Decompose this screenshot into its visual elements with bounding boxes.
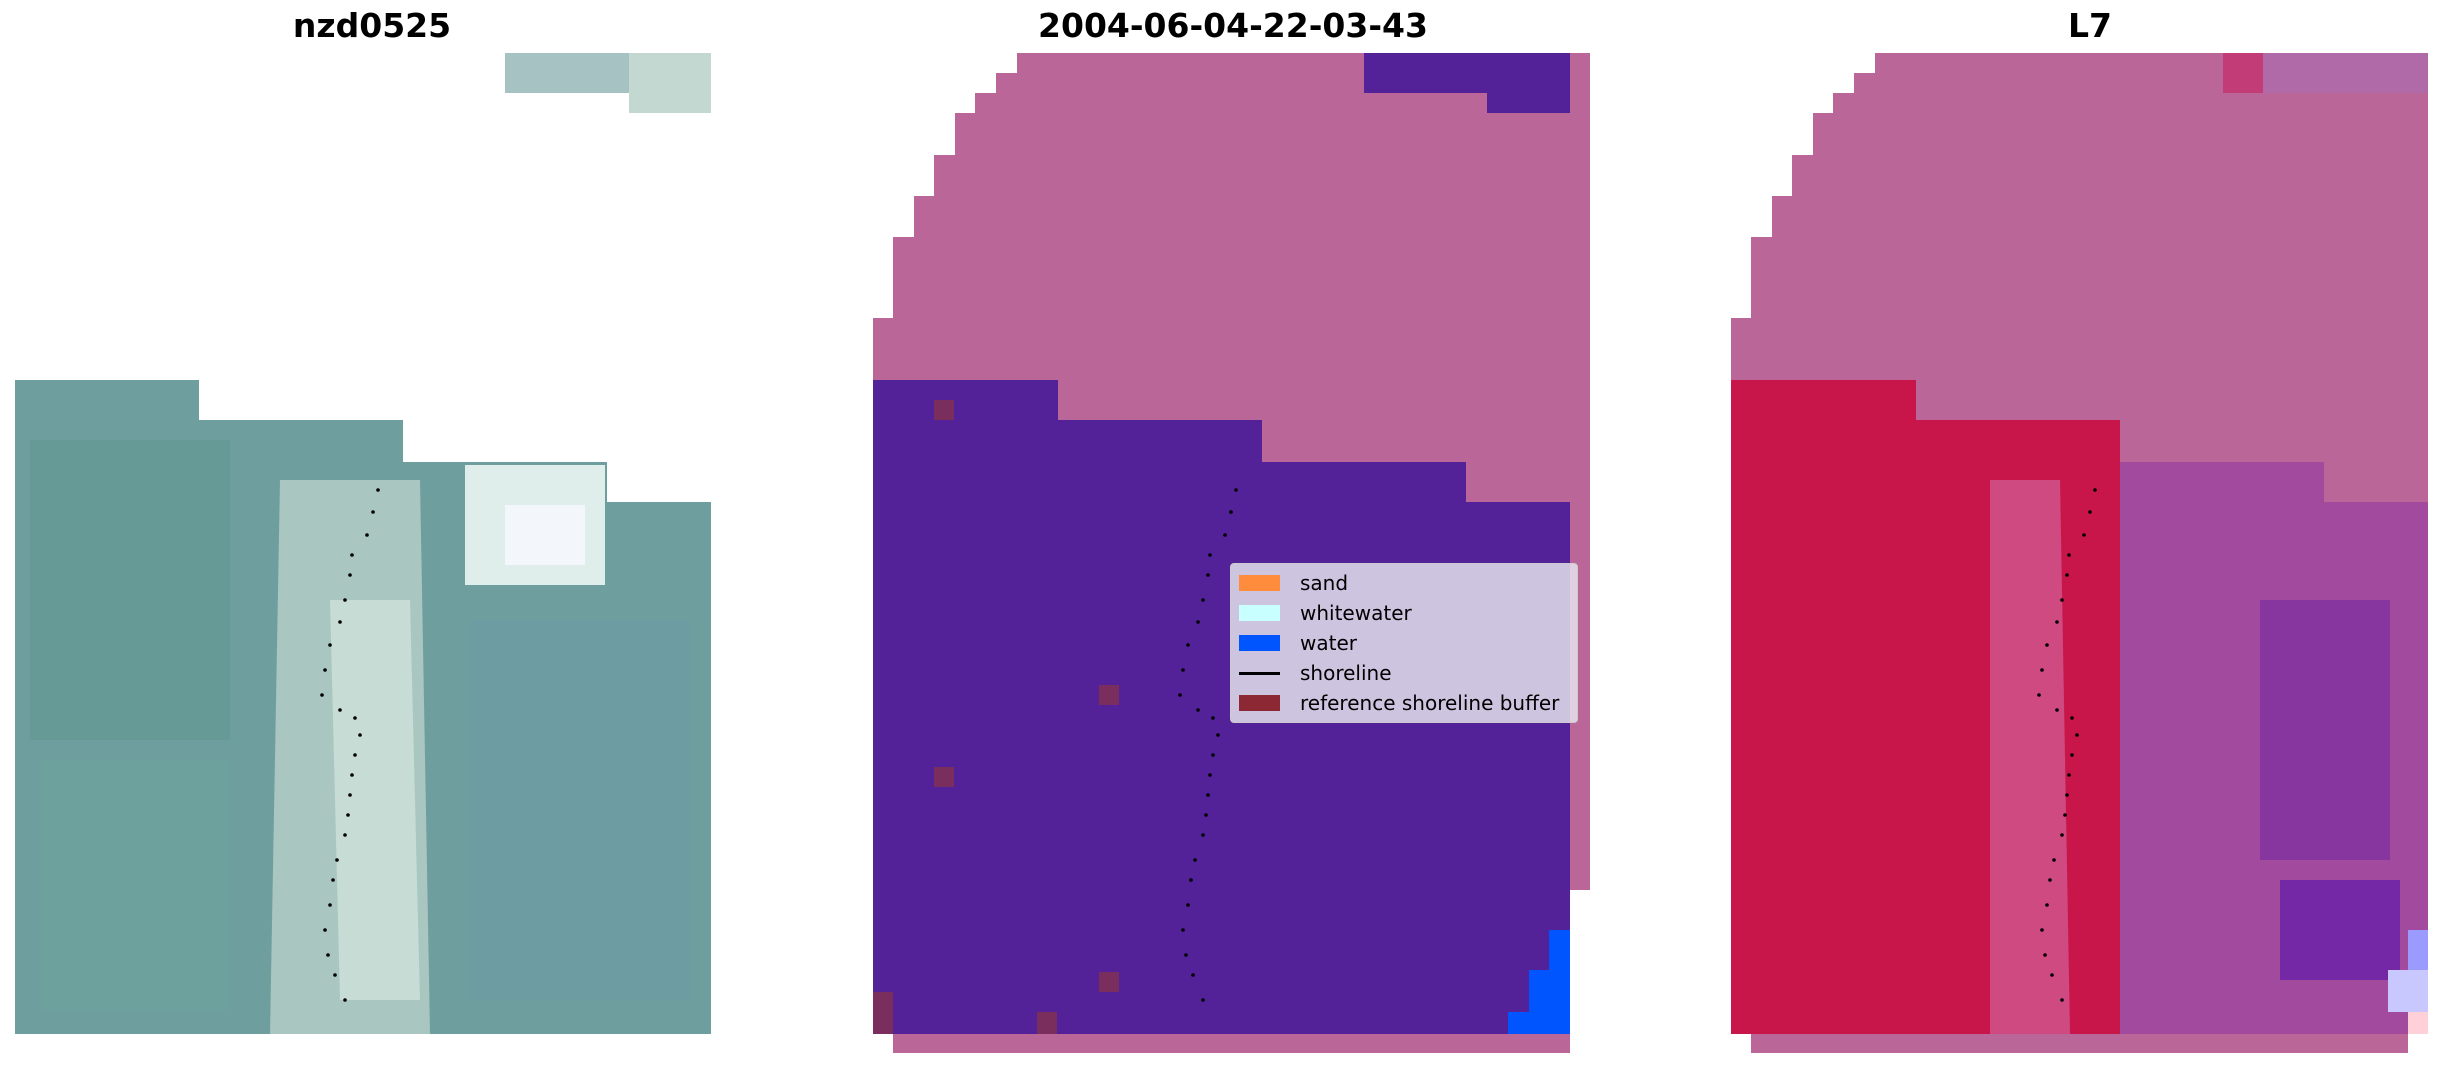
shoreline-point <box>1208 773 1212 777</box>
shoreline-point <box>348 573 352 577</box>
shoreline-point <box>1216 733 1220 737</box>
shoreline-point <box>1196 620 1200 624</box>
shoreline-point <box>2040 668 2044 672</box>
legend-label-buffer: reference shoreline buffer <box>1300 691 1560 715</box>
legend-label-shoreline: shoreline <box>1300 661 1392 685</box>
shoreline-point <box>333 973 337 977</box>
shoreline-point <box>1196 708 1200 712</box>
legend-item-shoreline: shoreline <box>1239 661 1392 685</box>
legend-item-buffer: reference shoreline buffer <box>1239 691 1560 715</box>
shoreline-point <box>1211 753 1215 757</box>
shoreline-point <box>2060 598 2064 602</box>
shoreline-point <box>2070 753 2074 757</box>
shoreline-point <box>2055 620 2059 624</box>
shoreline-point <box>1204 813 1208 817</box>
shoreline-point <box>2075 733 2079 737</box>
panel-title-rgb: nzd0525 <box>292 6 452 45</box>
legend-item-sand: sand <box>1239 571 1349 595</box>
legend: sand whitewater water shoreline referenc… <box>1230 563 1578 723</box>
shoreline-point <box>1201 833 1205 837</box>
legend-label-sand: sand <box>1300 571 1349 595</box>
shoreline-point <box>338 708 342 712</box>
shoreline-point <box>323 928 327 932</box>
shoreline-point <box>335 858 339 862</box>
shoreline-point <box>2067 553 2071 557</box>
shoreline-point <box>2048 878 2052 882</box>
shoreline-point <box>1178 693 1182 697</box>
shoreline-point <box>353 716 357 720</box>
shoreline-point <box>343 598 347 602</box>
shoreline-point <box>1206 793 1210 797</box>
shoreline-point <box>1208 553 1212 557</box>
shoreline-point <box>2045 643 2049 647</box>
legend-item-whitewater: whitewater <box>1239 601 1412 625</box>
legend-label-water: water <box>1300 631 1357 655</box>
shoreline-point <box>1223 533 1227 537</box>
shoreline-point <box>338 620 342 624</box>
shoreline-point <box>2040 928 2044 932</box>
shoreline-point <box>371 510 375 514</box>
shoreline-point <box>2070 716 2074 720</box>
shoreline-point <box>323 668 327 672</box>
shoreline-point <box>2093 488 2097 492</box>
shoreline-point <box>358 733 362 737</box>
shoreline-point <box>1201 998 1205 1002</box>
shoreline-point <box>2045 903 2049 907</box>
shoreline-point <box>2060 998 2064 1002</box>
shoreline-point <box>331 878 335 882</box>
shoreline-point <box>348 793 352 797</box>
shoreline-point <box>365 533 369 537</box>
shoreline-point <box>343 998 347 1002</box>
shoreline-point <box>353 753 357 757</box>
shoreline-point <box>2037 693 2041 697</box>
shoreline-point <box>2063 813 2067 817</box>
water-swatch <box>1239 635 1280 651</box>
shoreline-point <box>2067 773 2071 777</box>
shoreline-point <box>326 953 330 957</box>
shoreline-point <box>2050 973 2054 977</box>
buffer-swatch <box>1239 695 1280 711</box>
shoreline-point <box>2055 708 2059 712</box>
shoreline-point <box>1184 953 1188 957</box>
whitewater-swatch <box>1239 605 1280 621</box>
shoreline-point <box>2065 573 2069 577</box>
panel-title-classification: 2004-06-04-22-03-43 <box>1038 6 1428 45</box>
shoreline-swatch <box>1239 671 1280 675</box>
shoreline-point <box>328 903 332 907</box>
shoreline-point <box>1181 928 1185 932</box>
shoreline-point <box>350 773 354 777</box>
sand-swatch <box>1239 575 1280 591</box>
legend-item-water: water <box>1239 631 1357 655</box>
shoreline-point <box>376 488 380 492</box>
shoreline-point <box>1189 878 1193 882</box>
shoreline-point <box>2052 858 2056 862</box>
shoreline-point <box>1186 643 1190 647</box>
shoreline-point <box>1181 668 1185 672</box>
shoreline-point <box>2088 510 2092 514</box>
shoreline-point <box>346 813 350 817</box>
shoreline-point <box>2043 953 2047 957</box>
shoreline-point <box>328 643 332 647</box>
shoreline-point <box>1234 488 1238 492</box>
shoreline-point <box>1211 716 1215 720</box>
shoreline-point <box>1186 903 1190 907</box>
shoreline-point <box>2082 533 2086 537</box>
shoreline-point <box>1229 510 1233 514</box>
shoreline-point <box>1191 973 1195 977</box>
legend-label-whitewater: whitewater <box>1300 601 1412 625</box>
shoreline-point <box>1206 573 1210 577</box>
shoreline-point <box>320 693 324 697</box>
shoreline-point <box>350 553 354 557</box>
shoreline-point <box>343 833 347 837</box>
shoreline-point <box>2060 833 2064 837</box>
panel-title-index: L7 <box>2068 6 2112 45</box>
shoreline-point <box>1193 858 1197 862</box>
shoreline-point <box>2065 793 2069 797</box>
shoreline-point <box>1201 598 1205 602</box>
